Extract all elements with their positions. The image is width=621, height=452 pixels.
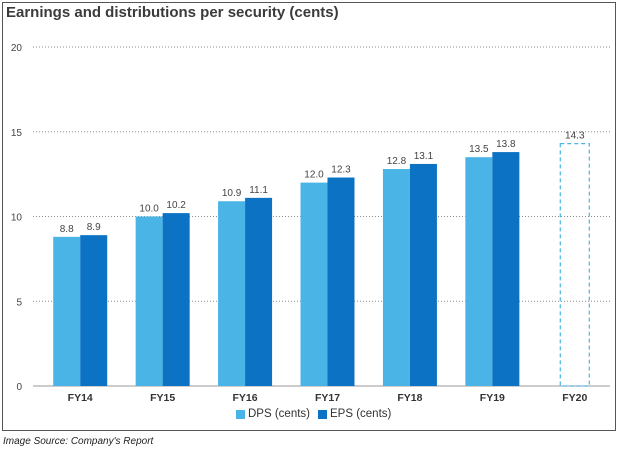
bar-forecast (559, 143, 590, 387)
bar-eps (327, 177, 355, 386)
chart-title: Earnings and distributions per security … (6, 4, 339, 21)
bar-eps (80, 235, 108, 386)
data-label: 12.8 (387, 156, 407, 167)
legend-label-eps: EPS (cents) (330, 408, 392, 420)
bar-dps (465, 157, 493, 386)
data-label: 10.9 (222, 188, 242, 199)
data-label: 12.0 (304, 170, 324, 181)
data-label: 14.3 (565, 131, 585, 142)
x-tick-label: FY14 (68, 392, 93, 404)
y-tick-label: 0 (16, 382, 22, 393)
x-tick-label: FY19 (480, 392, 505, 404)
bar-eps (492, 152, 520, 386)
data-label: 13.1 (414, 151, 434, 162)
bar-eps (409, 163, 437, 386)
y-tick-label: 20 (11, 43, 23, 54)
bar-dps (382, 169, 410, 386)
y-tick-label: 15 (11, 128, 23, 139)
image-source-note: Image Source: Company's Report (3, 436, 154, 447)
bar-dps (300, 182, 328, 386)
legend-item-eps: EPS (cents) (318, 408, 391, 420)
legend-swatch-eps (318, 409, 327, 419)
bar-dps (218, 201, 246, 386)
data-label: 10.2 (166, 200, 186, 211)
bar-dps (53, 236, 81, 386)
data-label: 13.5 (469, 144, 489, 155)
legend-item-dps: DPS (cents) (236, 408, 310, 420)
x-tick-label: FY16 (233, 392, 258, 404)
data-label: 10.0 (139, 204, 159, 215)
x-tick-label: FY15 (150, 392, 175, 404)
y-tick-label: 10 (11, 213, 23, 224)
legend-label-dps: DPS (cents) (248, 408, 310, 420)
x-tick-label: FY17 (315, 392, 340, 404)
data-label: 11.1 (249, 185, 268, 196)
data-label: 12.3 (331, 165, 351, 176)
data-label: 8.9 (87, 222, 101, 233)
bar-eps (162, 213, 190, 386)
data-label: 13.8 (496, 139, 516, 150)
legend-swatch-dps (236, 409, 245, 419)
bar-eps (245, 197, 273, 386)
x-tick-label: FY18 (397, 392, 422, 404)
bar-dps (135, 216, 163, 386)
x-tick-label: FY20 (562, 392, 587, 404)
y-tick-label: 5 (16, 297, 22, 308)
data-label: 8.8 (60, 224, 74, 235)
